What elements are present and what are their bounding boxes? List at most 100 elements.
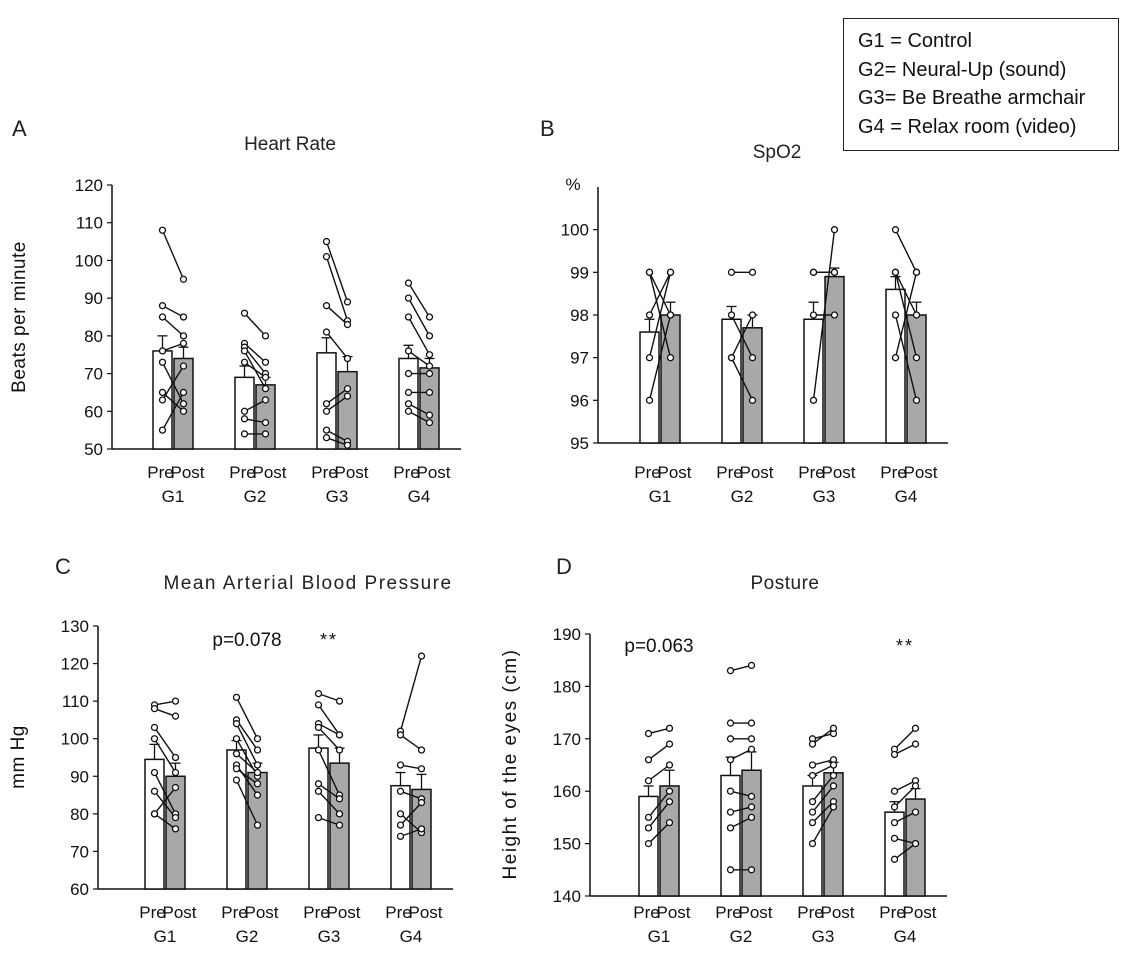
panel-d-subject-point-post [829, 782, 838, 790]
panel-d-bar-label-post: Post [656, 903, 690, 922]
panel-b-subject-line [648, 272, 672, 358]
panel-b-subject-point-pre [809, 396, 818, 404]
panel-a-subject-point-post [343, 320, 352, 329]
panel-c-subject-point-pre [314, 701, 323, 709]
panel-c-subject-point-pre [150, 705, 159, 713]
panel-d-subject-point-post [747, 661, 756, 670]
legend-entry-g1: G1 = Control [858, 30, 972, 52]
panel-d-subject-point-pre [890, 803, 899, 811]
panel-c-subject-line [317, 704, 341, 736]
panel-c-subject-point-post [171, 783, 180, 792]
panel-a-subject-line [244, 399, 266, 412]
panel-d-subject-line [730, 816, 752, 829]
panel-b-subject-point-pre [891, 226, 900, 234]
panel-d-subject-point-post [911, 724, 920, 732]
panel-d-y-tick-label: 140 [553, 887, 581, 906]
panel-a-bar-label-post: Post [252, 463, 286, 482]
panel-d-bar-label-post: Post [738, 903, 772, 922]
panel-a-subject-point-post [343, 441, 352, 449]
panel-d-subject-line [648, 764, 670, 782]
panel-d-subject-line [811, 775, 835, 803]
panel-d-bar-label-post: Post [820, 903, 854, 922]
panel-c-bar-label-pre: Pre [221, 903, 247, 922]
panel-a-subject-line [408, 410, 430, 424]
panel-d-subject-line [811, 785, 835, 813]
panel-a-subject-line [162, 316, 184, 337]
panel-a-subject-line [326, 395, 348, 412]
panel-a-letter: A [12, 116, 27, 141]
panel-c-letter: C [55, 554, 71, 579]
panel-d-subject-point-post [829, 771, 838, 780]
panel-a-subject-point-pre [158, 226, 167, 234]
panel-b-letter: B [540, 116, 555, 141]
panel-a-subject-point-pre [322, 237, 331, 246]
panel-d-subject-point-post [911, 740, 920, 748]
panel-d-subject-line [812, 801, 834, 824]
panel-c-bar-label-pre: Pre [139, 903, 165, 922]
panel-b-subject-point-pre [891, 354, 900, 362]
panel-a-subject-line [407, 316, 431, 356]
panel-b-subject-point-pre [645, 354, 654, 362]
panel-d-subject-line [812, 764, 834, 777]
panel-d-subject-point-pre [726, 756, 735, 764]
panel-a-subject-point-pre [240, 347, 249, 355]
panel-c-subject-point-post [335, 731, 344, 739]
panel-b-subject-point-pre [645, 268, 654, 276]
panel-d-category-label: G4 [894, 927, 917, 946]
panel-d-category-label: G2 [730, 927, 753, 946]
panel-a-subject-point-pre [158, 313, 167, 321]
panel-a-subject-point-pre [240, 407, 249, 415]
panel-c-bar-label-post: Post [408, 903, 442, 922]
panel-c-subject-line [318, 723, 340, 736]
panel-c-bar-label-pre: Pre [385, 903, 411, 922]
panel-a-y-tick-label: 90 [84, 289, 103, 308]
panel-c-subject-line [317, 790, 341, 815]
panel-d-category-label: G3 [812, 927, 835, 946]
panel-c-category-label: G3 [318, 927, 341, 946]
panel-a-subject-point-pre [322, 434, 331, 442]
panel-d-subject-point-pre [808, 740, 817, 748]
panel-a-subject-point-post [425, 351, 434, 359]
panel-c-subject-point-post [171, 753, 180, 762]
panel-d-y-tick-label: 150 [553, 835, 581, 854]
panel-b-subject-point-post [912, 311, 921, 319]
panel-b-bar-label-post: Post [657, 463, 691, 482]
panel-b-subject-line [894, 272, 918, 358]
panel-b-category-label: G2 [731, 487, 754, 506]
panel-c-subject-point-pre [150, 810, 159, 818]
panel-a-subject-line [407, 297, 431, 337]
panel-d-subject-line [894, 780, 916, 792]
panel-c-subject-point-pre [150, 787, 159, 795]
panel-d-subject-point-post [911, 782, 920, 790]
panel-d-subject-point-pre [808, 771, 817, 780]
panel-a-subject-point-post [261, 332, 270, 340]
panel-d-subject-point-post [665, 761, 674, 769]
panel-a-subject-line [326, 388, 348, 405]
panel-a-subject-point-pre [240, 358, 249, 366]
panel-b-bar-label-pre: Pre [798, 463, 824, 482]
panel-d-subject-point-pre [808, 839, 817, 848]
panel-d-bar-label-pre: Pre [715, 903, 741, 922]
panel-c-subject-point-pre [314, 787, 323, 795]
panel-d-subject-point-post [829, 803, 838, 811]
panel-d-subject-point-pre [644, 756, 653, 764]
panel-d-subject-point-post [747, 719, 756, 727]
panel-a-y-tick-label: 60 [84, 402, 103, 421]
panel-c-subject-point-post [417, 825, 426, 833]
panel-d-bar-label-pre: Pre [797, 903, 823, 922]
panel-a-subject-line [162, 342, 184, 352]
panel-a-subject-point-post [343, 392, 352, 400]
panel-c-subject-point-post [171, 697, 180, 705]
legend-entry-g2: G2= Neural-Up (sound) [858, 58, 1067, 81]
panel-b-bar-label-post: Post [821, 463, 855, 482]
panel-a-y-tick-label: 100 [75, 251, 103, 270]
panel-b-subject-line [894, 272, 918, 316]
panel-d-significance-stars: ** [896, 636, 914, 656]
panel-b-subject-point-pre [891, 311, 900, 319]
panel-c-subject-line [235, 779, 259, 826]
panel-b-title: SpO2 [753, 142, 802, 163]
panel-d-subject-point-pre [808, 818, 817, 827]
panel-a-subject-point-post [425, 369, 434, 378]
panel-a-subject-point-pre [322, 426, 331, 434]
